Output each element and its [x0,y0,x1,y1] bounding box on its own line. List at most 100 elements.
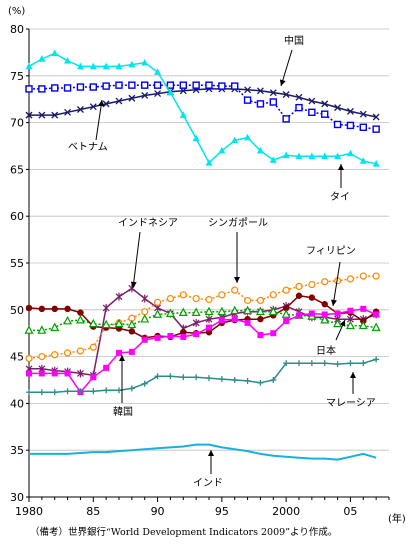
data-point [153,298,162,306]
data-point [231,316,238,323]
data-point [334,361,341,368]
data-point [295,282,303,290]
y-tick-label: 65 [10,163,24,176]
data-point [333,318,343,328]
data-point [308,280,316,289]
data-point [373,356,380,363]
data-point [321,278,329,286]
data-point [295,152,303,160]
y-axis-unit: (%) [8,6,25,17]
series-line [28,52,377,165]
series-line [29,88,377,118]
data-point [103,387,110,394]
data-point [154,334,161,341]
data-point [206,324,212,331]
data-point [89,343,97,351]
data-point [76,62,84,70]
data-point [321,300,328,308]
data-point [321,110,329,118]
data-point [283,318,290,325]
data-point [51,370,58,377]
data-point [167,373,174,380]
x-tick-label: 1980 [15,505,43,518]
data-point [372,125,380,133]
data-point [178,307,188,317]
data-point [26,389,32,396]
data-point [38,389,45,396]
data-point [64,57,72,64]
data-point [114,318,124,328]
y-tick-label: 55 [10,257,24,270]
data-point [257,315,264,323]
data-point [76,347,85,355]
data-point [334,310,341,317]
data-point [244,319,251,326]
data-point [51,111,59,119]
data-point [205,295,213,304]
label-japan: 日本 [316,344,336,357]
label-china: 中国 [284,34,304,47]
data-point [204,306,214,316]
label-philippines-leader [332,261,341,307]
y-tick-label: 80 [10,23,24,36]
data-point [230,305,240,315]
series-1 [25,81,380,133]
data-point [90,388,97,395]
data-point [244,133,252,141]
label-thailand-arrowhead [338,164,344,170]
series-line [29,308,377,393]
data-point [296,312,302,319]
series-2 [25,49,380,167]
data-point [192,294,200,303]
data-point [218,317,225,324]
data-point [38,370,45,377]
data-point [269,291,277,299]
x-tick-label: 2000 [272,505,300,518]
data-point [243,96,252,104]
data-point [51,84,59,92]
data-point [38,85,46,93]
data-point [358,320,368,330]
data-point [88,318,98,328]
data-point [89,62,97,70]
data-point [257,379,264,386]
data-point [77,388,84,395]
data-point [308,294,316,301]
data-point [25,62,33,70]
data-point [308,152,316,160]
data-point [257,332,264,339]
data-point [372,113,380,121]
label-vietnam: ベトナム [68,141,108,153]
data-point [76,83,85,91]
data-point [64,388,71,395]
data-point [282,286,290,294]
x-tick-label: 95 [215,505,229,518]
data-point [154,68,162,75]
series-line [29,358,377,393]
data-point [205,81,213,89]
data-point [63,84,72,92]
data-point [38,305,46,313]
data-point [346,149,354,157]
data-point [308,360,315,367]
data-point [308,97,316,105]
data-point [231,82,239,90]
data-point [26,370,32,377]
data-point [64,370,71,377]
data-point [180,329,187,336]
data-point [372,272,380,280]
data-point [140,314,150,323]
label-korea-arrowhead [119,355,125,361]
data-point [166,88,174,96]
label-indonesia: インドネシア [118,217,178,229]
y-tick-label: 50 [10,304,24,317]
data-point [282,151,290,159]
data-point [191,307,201,317]
data-point [51,49,59,57]
data-point [269,89,277,97]
y-tick-label: 40 [10,397,24,410]
data-point [63,315,73,325]
x-tick-label: 05 [343,505,357,518]
data-point [231,136,239,144]
label-korea: 韓国 [113,406,133,418]
